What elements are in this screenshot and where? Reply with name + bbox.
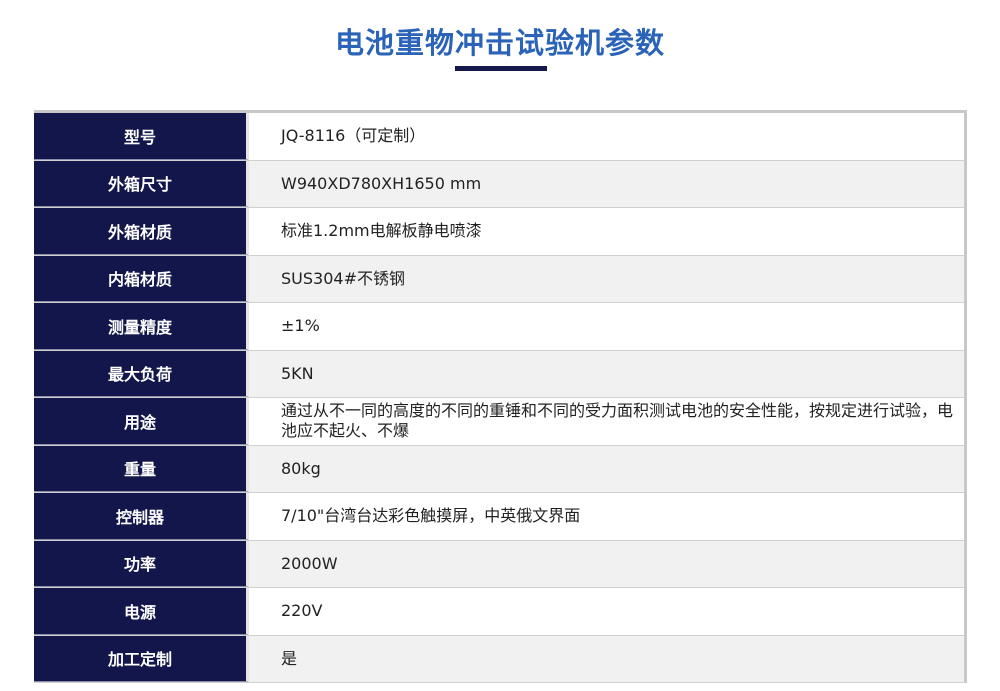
- row-label: 型号: [34, 113, 249, 160]
- row-value: 通过从不一同的高度的不同的重锤和不同的受力面积测试电池的安全性能，按规定进行试验…: [281, 401, 954, 441]
- row-value: 220V: [281, 601, 323, 621]
- row-label: 控制器: [34, 493, 249, 540]
- row-value: 2000W: [249, 540, 964, 587]
- title-underline: [455, 66, 547, 71]
- row-value: 5KN: [249, 350, 964, 397]
- table-row: 最大负荷 5KN: [34, 350, 964, 398]
- table-row: 外箱材质 标准1.2mm电解板静电喷漆: [34, 208, 964, 256]
- table-row: 用途 通过从不一同的高度的不同的重锤和不同的受力面积测试电池的安全性能，按规定进行…: [34, 398, 964, 446]
- row-value: 7/10"台湾台达彩色触摸屏，中英俄文界面: [281, 506, 581, 526]
- row-value: 标准1.2mm电解板静电喷漆: [281, 221, 482, 241]
- row-label: 重量: [34, 445, 249, 492]
- row-label: 外箱材质: [34, 208, 249, 255]
- row-value: 是: [249, 635, 964, 682]
- row-label: 加工定制: [34, 635, 249, 682]
- table-row: 加工定制是: [34, 635, 964, 683]
- table-row: 外箱尺寸 W940XD780XH1650 mm: [34, 160, 964, 208]
- row-label: 用途: [34, 398, 249, 445]
- row-value: 80kg: [249, 445, 964, 492]
- page-title: 电池重物冲击试验机参数: [334, 26, 665, 60]
- table-row: 测量精度 ±1%: [34, 303, 964, 351]
- table-row: 内箱材质 SUS304#不锈钢: [34, 255, 964, 303]
- row-label: 内箱材质: [34, 255, 249, 302]
- row-value: SUS304#不锈钢: [249, 255, 964, 302]
- row-value: JQ-8116（可定制）: [281, 126, 426, 146]
- row-label: 测量精度: [34, 303, 249, 350]
- table-row: 控制器 7/10"台湾台达彩色触摸屏，中英俄文界面: [34, 493, 964, 541]
- table-row: 电源 220V: [34, 588, 964, 636]
- row-label: 电源: [34, 588, 249, 635]
- spec-table: 型号 JQ-8116（可定制） 外箱尺寸 W940XD780XH1650 mm 外箱材质…: [34, 110, 967, 683]
- row-label: 最大负荷: [34, 350, 249, 397]
- row-label: 外箱尺寸: [34, 160, 249, 207]
- row-value: ±1%: [281, 316, 320, 336]
- table-row: 重量 80kg: [34, 445, 964, 493]
- table-row: 功率 2000W: [34, 540, 964, 588]
- table-row: 型号 JQ-8116（可定制）: [34, 113, 964, 161]
- row-value: W940XD780XH1650 mm: [249, 160, 964, 207]
- row-label: 功率: [34, 540, 249, 587]
